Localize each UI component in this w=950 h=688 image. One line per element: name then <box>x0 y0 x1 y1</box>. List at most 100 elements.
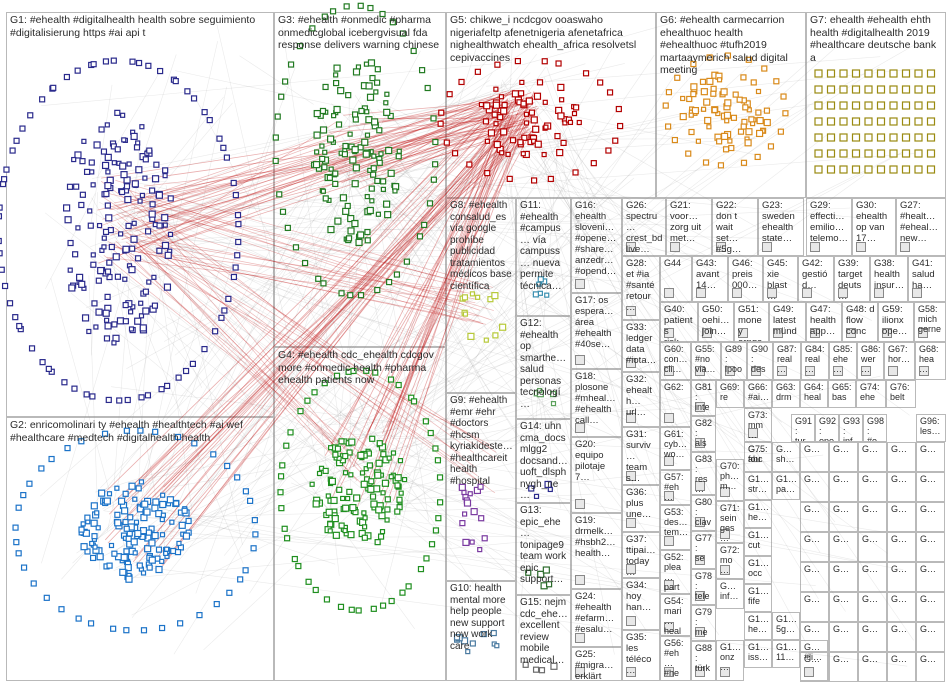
group-label: G… <box>833 624 850 634</box>
node <box>343 3 350 10</box>
group-label: G11: #ehealth #campus… vía campuss… nuev… <box>520 200 562 292</box>
group-label: G… <box>920 474 937 484</box>
group-g-a3: G1… str… <box>744 472 772 500</box>
group-g-a1: G… abc <box>744 442 772 472</box>
group-g-a2: G… sh… <box>772 442 800 472</box>
group-g1: G1: #ehealth #digitalhealth health sobre… <box>6 12 274 417</box>
group-label: G69: re <box>720 382 740 402</box>
group-node <box>626 667 636 677</box>
group-label: G51: money ornge <box>738 304 762 341</box>
group-label: G… <box>804 564 821 574</box>
group-node <box>748 428 758 438</box>
group-node <box>720 487 730 497</box>
group-g16: G16: ehealth sloveni… #opene… #share… an… <box>571 198 622 293</box>
group-label: G… <box>891 474 908 484</box>
group-g20: G20: equipo pilotaje 7… <box>571 437 622 513</box>
group-node <box>695 402 705 412</box>
group-label: G9: #ehealth #emr #ehr #doctors #hcsm ky… <box>450 395 513 487</box>
group-g-a5: G1… he… <box>744 500 772 528</box>
group-node <box>626 358 636 368</box>
group-g80: G80: clav… <box>691 495 716 531</box>
group-g55: G55: #no via… <box>691 342 721 380</box>
group-g78: G78: tele… <box>691 569 716 605</box>
group-label: G88: türk… <box>695 643 713 681</box>
group-label: G75: fou… <box>748 444 768 472</box>
group-g41: G41: salud ha… <box>908 256 946 302</box>
group-node <box>720 529 730 539</box>
group-label: G4: #ehealth cdc_ehealth cdcgov more #on… <box>278 349 434 386</box>
group-node <box>695 517 705 527</box>
group-g3: G3: #ehealth #onmedic #pharma onmedicglo… <box>274 12 446 347</box>
group-label: G1… iss… <box>748 642 770 662</box>
group-g-a9: G1… he… <box>744 612 772 640</box>
group-label: G84: real… <box>805 344 825 374</box>
group-node <box>626 616 636 626</box>
group-label: G72: mo… ou… <box>720 545 740 578</box>
group-g65: G65: bas… <box>828 380 856 408</box>
group-g-extra: G… <box>887 472 916 502</box>
group-label: G… <box>891 534 908 544</box>
group-label: G… sh… <box>776 444 795 464</box>
group-label: G92: ope… <box>819 416 837 442</box>
group-label: G… inf… <box>720 581 739 601</box>
group-g66: G66: #ai… <box>744 380 772 408</box>
group-label: G35: les téléco… <box>626 632 652 676</box>
group-g33: G33: ledger data #iota… <box>622 320 660 372</box>
group-g98: G98: #e… <box>863 414 887 442</box>
group-label: G49: latest münd… <box>773 304 797 341</box>
group-node <box>664 456 674 466</box>
group-label: G65: bas… <box>832 382 852 408</box>
group-label: G80: clav… <box>695 497 713 530</box>
group-g87: G87: real… <box>773 342 801 380</box>
group-label: G1… fife <box>748 586 770 606</box>
group-node <box>664 328 674 338</box>
group-g64: G64: heal… <box>800 380 828 408</box>
group-label: G91: tur… <box>795 416 813 442</box>
group-label: G… <box>862 564 879 574</box>
group-label: G29: effecti… emilio… telemo… <box>810 200 849 244</box>
group-label: G55: #no via… <box>695 344 716 374</box>
group-g36: G36: plus une… <box>622 485 660 532</box>
group-node <box>805 366 815 376</box>
group-label: G83: res… <box>695 454 713 494</box>
group-node <box>626 564 636 574</box>
group-node <box>664 536 674 546</box>
group-g-extra: G… <box>887 562 916 592</box>
group-g-extra: G… <box>858 472 887 502</box>
group-g7: G7: ehealth #ehealth ehth health #digita… <box>806 12 946 198</box>
group-g-extra: G… <box>800 502 829 532</box>
group-label: G28: et #ia #santé retour… <box>626 258 655 313</box>
group-node <box>626 518 636 528</box>
group-node <box>575 499 585 509</box>
group-label: G63: drm… <box>776 382 796 408</box>
group-label: G… <box>833 504 850 514</box>
group-node <box>838 288 848 298</box>
group-node <box>802 288 812 298</box>
group-g9: G9: #ehealth #emr #ehr #doctors #hcsm ky… <box>446 393 516 581</box>
group-label: G48: d flow conc… <box>846 304 875 341</box>
group-label: G53: des… tem… <box>664 507 689 537</box>
group-label: G31: surviv… team s… how… <box>626 429 651 484</box>
group-g50: G50: oehi… join… <box>698 302 734 342</box>
group-g79: G79: me… <box>691 605 716 641</box>
group-g-extra: G… <box>800 592 829 622</box>
group-label: G23: sweden ehealth state… <box>762 200 795 244</box>
group-label: G96: les… <box>920 416 941 436</box>
node <box>0 237 2 245</box>
group-label: G71: sein ges… <box>720 503 740 543</box>
group-g19: G19: drmelk… #hsbh2… health… <box>571 513 622 589</box>
group-g70: G70: ph… m… <box>716 459 744 501</box>
group-label: G… <box>833 474 850 484</box>
group-g63: G63: drm… <box>772 380 800 408</box>
group-node <box>882 328 892 338</box>
group-g76: G76: belt… <box>886 380 916 408</box>
group-label: G… <box>804 594 821 604</box>
group-label: G68: hea… <box>919 344 939 374</box>
group-g-extra: G… <box>887 442 916 472</box>
group-g93: G93: inf… <box>839 414 863 442</box>
group-label: G47: health app… <box>810 304 836 337</box>
group-g-extra: G… <box>858 442 887 472</box>
group-g-extra: G… <box>800 442 829 472</box>
group-label: G79: me… <box>695 607 713 640</box>
group-g48: G48: d flow conc… <box>842 302 878 342</box>
